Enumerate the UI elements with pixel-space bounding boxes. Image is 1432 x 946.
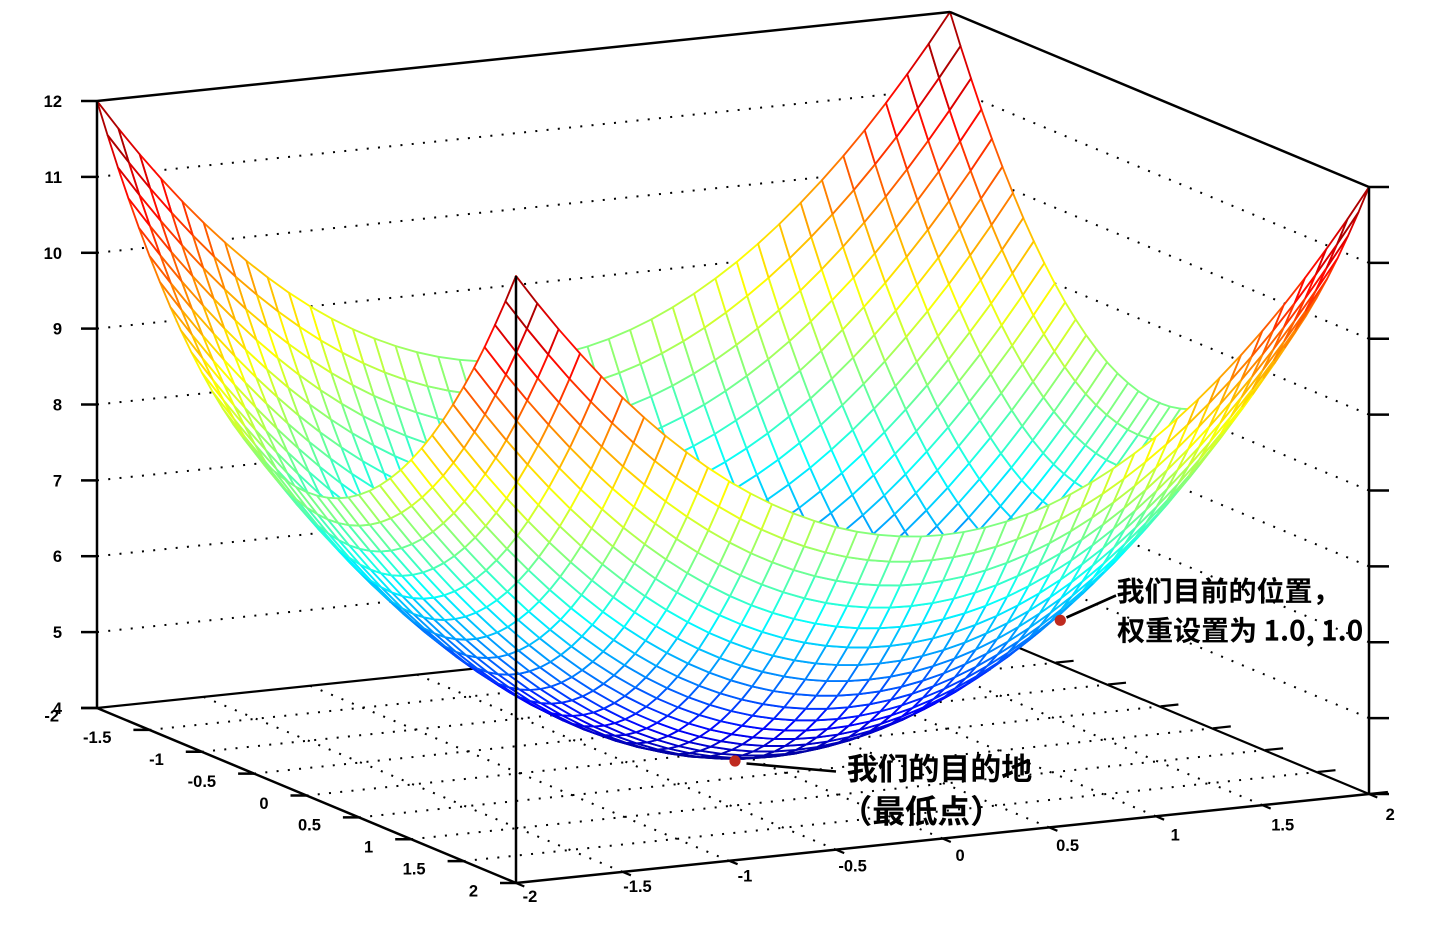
svg-text:0.5: 0.5 — [298, 817, 321, 835]
svg-text:7: 7 — [53, 472, 62, 490]
svg-text:0: 0 — [956, 847, 965, 865]
svg-text:2: 2 — [1386, 806, 1395, 824]
svg-text:0: 0 — [259, 795, 268, 813]
svg-text:2: 2 — [469, 882, 478, 900]
svg-text:-2: -2 — [523, 888, 538, 906]
svg-text:11: 11 — [45, 169, 62, 187]
svg-text:-1: -1 — [738, 868, 753, 886]
svg-text:1.5: 1.5 — [1271, 816, 1294, 834]
svg-text:4: 4 — [53, 700, 63, 718]
svg-text:-0.5: -0.5 — [188, 773, 216, 791]
svg-text:8: 8 — [53, 397, 62, 415]
svg-text:9: 9 — [53, 321, 62, 339]
svg-text:-1.5: -1.5 — [83, 729, 111, 747]
svg-text:-0.5: -0.5 — [838, 857, 866, 875]
svg-text:1.5: 1.5 — [403, 860, 426, 878]
svg-text:5: 5 — [53, 624, 62, 642]
svg-text:6: 6 — [53, 548, 62, 566]
svg-text:10: 10 — [44, 245, 62, 263]
svg-text:-2: -2 — [44, 707, 59, 725]
svg-text:0.5: 0.5 — [1056, 837, 1079, 855]
svg-text:-1.5: -1.5 — [623, 878, 651, 896]
svg-text:1: 1 — [1171, 827, 1180, 845]
svg-text:-1: -1 — [149, 751, 164, 769]
svg-text:12: 12 — [44, 93, 62, 111]
svg-text:1: 1 — [364, 839, 373, 857]
